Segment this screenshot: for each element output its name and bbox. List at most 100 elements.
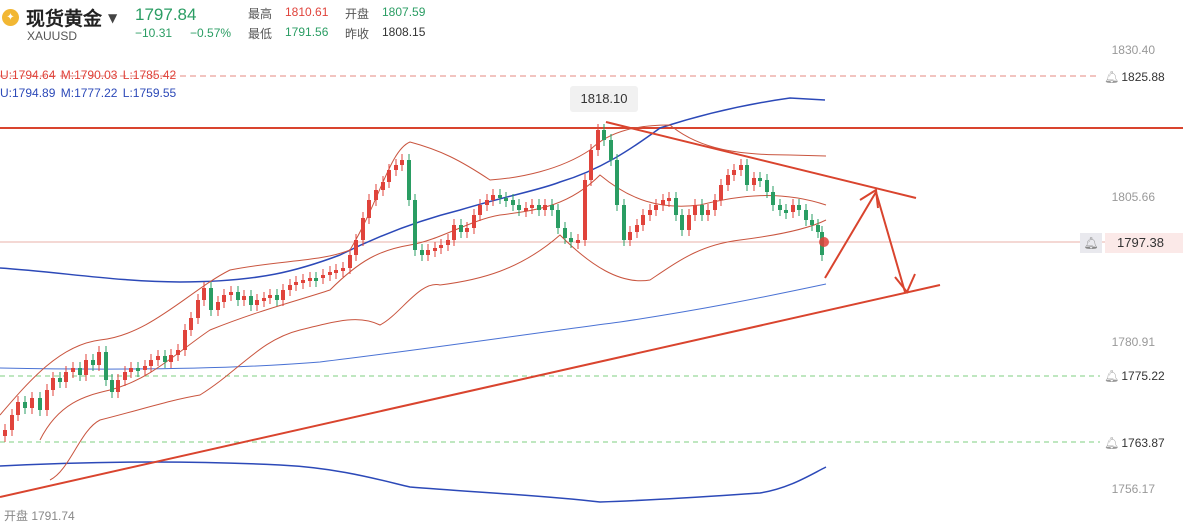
candle-body (78, 368, 82, 375)
candle-body (116, 380, 120, 392)
candle-body (209, 288, 213, 310)
candle-body (301, 280, 305, 283)
candle-body (268, 295, 272, 298)
boll-short-upper: U:1794.64 (0, 68, 56, 82)
candle-body (478, 205, 482, 215)
high-label: 最高 (248, 7, 273, 21)
current-price-tag[interactable]: 🔔︎ 1797.38 (1080, 233, 1183, 253)
price-change: −10.31 (135, 26, 173, 40)
axis-tick-label: 1780.91 (1111, 335, 1155, 349)
quote-header: ✦ 现货黄金 ▼ XAUUSD 1797.84 −10.31 −0.57% 最高… (0, 0, 1183, 48)
candle-body (791, 205, 795, 212)
candle-body (275, 295, 279, 300)
candle-body (446, 240, 450, 245)
candle-body (413, 200, 417, 250)
alert-level-value: 1763.87 (1121, 436, 1165, 450)
gold-logo-icon: ✦ (2, 9, 19, 26)
candle-body (609, 140, 613, 160)
bell-icon[interactable]: 🔔︎ (1104, 70, 1120, 84)
boll-long-mid: M:1777.22 (60, 86, 118, 100)
axis-tick-label: 1830.40 (1111, 43, 1155, 57)
candle-body (426, 250, 430, 255)
candle-body (176, 350, 180, 355)
candle-body (583, 180, 587, 240)
candle-body (110, 380, 114, 392)
candle-body (420, 250, 424, 255)
boll-short-mid: M:1790.03 (60, 68, 118, 82)
boll-short-lower: L:1785.42 (122, 68, 177, 82)
candle-body (765, 180, 769, 192)
candle-body (202, 288, 206, 300)
alert-level-value: 1775.22 (1121, 369, 1165, 383)
candle-body (64, 372, 68, 382)
candle-body (517, 205, 521, 210)
candle-body (641, 215, 645, 225)
candle-body (229, 292, 233, 295)
candle-body (348, 255, 352, 268)
prev-close-label: 昨收 (345, 27, 370, 41)
candle-body (30, 398, 34, 408)
bell-icon[interactable]: 🔔︎ (1104, 369, 1120, 383)
boll-long-upper: U:1794.89 (0, 86, 56, 100)
candle-body (498, 195, 502, 198)
candle-body (281, 290, 285, 300)
candle-body (381, 182, 385, 190)
candle-body (459, 225, 463, 232)
candle-body (123, 372, 127, 380)
alert-level-value: 1825.88 (1121, 70, 1165, 84)
candle-body (149, 360, 153, 366)
candle-body (784, 210, 788, 213)
candle-body (328, 272, 332, 275)
low-label: 最低 (248, 27, 273, 41)
candle-body (543, 205, 547, 210)
boll-short-legend: U:1794.64 M:1790.03 L:1785.42 (0, 68, 178, 82)
candle-body (622, 205, 626, 240)
prev-close-value: 1808.15 (382, 25, 426, 39)
chevron-down-icon[interactable]: ▼ (108, 11, 118, 25)
candle-body (288, 285, 292, 290)
candle-body (169, 355, 173, 362)
candle-body (719, 185, 723, 200)
last-price: 1797.84 (135, 5, 197, 24)
open-label: 开盘 (345, 7, 370, 21)
candle-body (374, 190, 378, 200)
candle-body (255, 300, 259, 305)
axis-tick-label: 1756.17 (1111, 482, 1155, 496)
candle-body (23, 402, 27, 408)
bell-icon[interactable]: 🔔︎ (1080, 233, 1102, 253)
projection-arrow-head (859, 188, 879, 209)
candle-body (367, 200, 371, 218)
candle-body (576, 240, 580, 243)
candle-body (674, 198, 678, 215)
candle-body (3, 430, 7, 436)
candle-body (439, 245, 443, 248)
alert-level-tag[interactable]: 🔔︎ 1825.88 (1104, 69, 1165, 85)
bell-icon[interactable]: 🔔︎ (1104, 436, 1120, 450)
candle-body (550, 205, 554, 210)
projection-arrow-head (894, 273, 916, 294)
candle-body (563, 228, 567, 238)
candle-body (189, 318, 193, 330)
candle-body (407, 160, 411, 200)
alert-level-tag[interactable]: 🔔︎ 1763.87 (1104, 435, 1165, 451)
candle-body (361, 218, 365, 240)
candle-body (71, 368, 75, 372)
candle-body (661, 200, 665, 205)
candle-body (739, 165, 743, 170)
candle-body (156, 356, 160, 360)
candle-body (648, 210, 652, 215)
symbol-name[interactable]: 现货黄金 (26, 8, 103, 30)
candle-body (530, 205, 534, 208)
candle-body (667, 198, 671, 201)
candle-body (465, 228, 469, 232)
candle-body (452, 225, 456, 240)
candle-body (129, 368, 133, 372)
alert-level-tag[interactable]: 🔔︎ 1775.22 (1104, 368, 1165, 384)
price-change-percent: −0.57% (190, 26, 232, 40)
candle-body (485, 200, 489, 205)
candle-body (537, 205, 541, 210)
candle-body (504, 198, 508, 201)
candle-body (745, 165, 749, 185)
candle-body (706, 210, 710, 215)
